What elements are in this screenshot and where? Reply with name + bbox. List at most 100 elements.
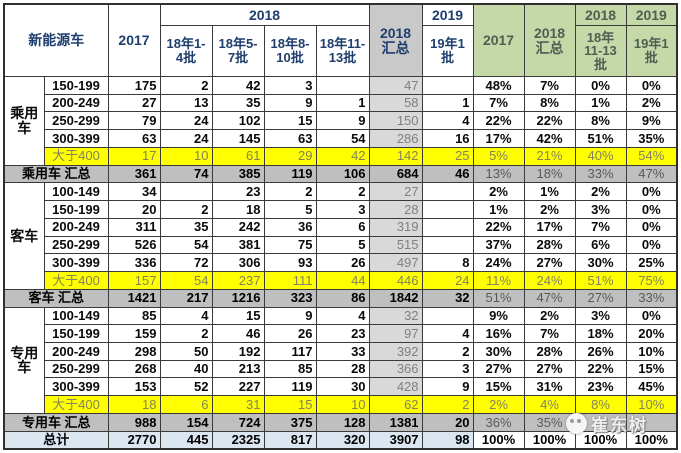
- value-cell: 119: [263, 377, 317, 397]
- range-label: 200-249: [43, 93, 109, 113]
- value-cell: 153: [107, 377, 161, 397]
- value-cell: 4: [159, 306, 213, 326]
- grand-total-cell: 3907: [368, 430, 423, 450]
- value-cell: 3: [315, 200, 370, 219]
- value-cell: 35: [159, 217, 213, 237]
- range-label: 大于400: [43, 271, 109, 290]
- value-cell: 31: [211, 395, 265, 414]
- summary-value-cell: 684: [368, 164, 423, 184]
- value-cell: 15: [263, 111, 317, 131]
- value-cell: 336: [107, 253, 161, 273]
- value-cell: 9%: [472, 306, 525, 326]
- value-cell: 7%: [523, 76, 576, 95]
- table-container: 新能源车 2017 2018 2018 汇总 2019 2017 2018 汇总…: [3, 3, 679, 450]
- value-cell: 27: [107, 93, 161, 113]
- header-batch-2: 18年5-7批: [211, 25, 265, 77]
- summary-value-cell: 1421: [107, 288, 161, 308]
- value-cell: 2%: [523, 200, 576, 219]
- table-row: 专用车 100-149 85 4 15 9 4 32 9% 2% 3% 0%: [3, 306, 678, 414]
- value-cell: 35%: [625, 129, 678, 148]
- value-cell: 2: [159, 324, 213, 344]
- grand-total-cell: 445: [159, 430, 213, 450]
- value-cell: 85: [263, 359, 317, 379]
- summary-value-cell: 154: [159, 412, 213, 432]
- value-cell: 24: [421, 271, 474, 290]
- value-cell: 15: [211, 306, 265, 326]
- table-row: 250-299 79 24 102 15 9 150 4 22% 22% 8% 9%: [4, 111, 678, 131]
- value-cell: 26%: [574, 342, 627, 361]
- value-cell: 2%: [472, 182, 525, 202]
- summary-row: 客车 汇总 1421 217 1216 323 86 1842 32 51% 47% 27% 33%: [3, 288, 678, 308]
- value-cell: 4: [315, 306, 370, 326]
- summary-value-cell: 27%: [574, 288, 627, 308]
- summary-value-cell: 375: [263, 412, 317, 432]
- value-cell: 22%: [472, 111, 525, 131]
- value-cell: 28: [368, 200, 423, 219]
- value-cell: 1: [315, 93, 370, 113]
- grand-total-cell: 320: [315, 430, 370, 450]
- value-cell: 111: [263, 271, 317, 290]
- summary-value-cell: 46: [421, 164, 474, 184]
- value-cell: [421, 200, 474, 219]
- table-row: 大于400 17 10 61 29 42 142 25 5% 21% 40% 54%: [4, 146, 678, 166]
- value-cell: 36: [263, 217, 317, 237]
- value-cell: 75%: [625, 271, 678, 290]
- value-cell: 0%: [625, 76, 678, 95]
- value-cell: 18: [107, 395, 161, 414]
- summary-value-cell: [625, 412, 678, 432]
- value-cell: 4: [421, 324, 474, 344]
- grand-total-cell: 2325: [211, 430, 265, 450]
- value-cell: 5: [315, 235, 370, 255]
- value-cell: 2: [421, 342, 474, 361]
- summary-value-cell: 119: [263, 164, 317, 184]
- value-cell: 85: [107, 306, 161, 326]
- value-cell: 4%: [523, 395, 576, 414]
- range-label: 250-299: [43, 111, 109, 131]
- header-2018-span: 2018: [159, 3, 370, 26]
- value-cell: 7%: [472, 93, 525, 113]
- value-cell: 72: [159, 253, 213, 273]
- value-cell: 10%: [625, 342, 678, 361]
- value-cell: 381: [211, 235, 265, 255]
- value-cell: 45%: [625, 377, 678, 397]
- header-pct-2018: 2018: [574, 3, 627, 26]
- value-cell: 62: [368, 395, 423, 414]
- value-cell: 50: [159, 342, 213, 361]
- value-cell: 17: [107, 146, 161, 166]
- range-label: 150-199: [43, 324, 109, 344]
- value-cell: 7%: [523, 324, 576, 344]
- summary-value-cell: [574, 412, 627, 432]
- value-cell: 4: [421, 111, 474, 131]
- value-cell: 306: [211, 253, 265, 273]
- table-row: 250-299 268 40 213 85 28 366 3 27% 27% 22% 15%: [4, 359, 678, 379]
- value-cell: 46: [211, 324, 265, 344]
- value-cell: 9: [421, 377, 474, 397]
- value-cell: 40: [159, 359, 213, 379]
- value-cell: 27: [368, 182, 423, 202]
- range-label: 100-149: [43, 182, 109, 202]
- range-label: 100-149: [43, 306, 109, 326]
- table-row: 300-399 153 52 227 119 30 428 9 15% 31% 23% 45%: [4, 377, 678, 397]
- value-cell: 26: [263, 324, 317, 344]
- value-cell: 8%: [574, 395, 627, 414]
- value-cell: 142: [368, 146, 423, 166]
- value-cell: 20%: [625, 324, 678, 344]
- value-cell: 16%: [472, 324, 525, 344]
- range-label: 大于400: [43, 146, 109, 166]
- group-label: 客车: [3, 182, 45, 290]
- value-cell: 8%: [574, 111, 627, 131]
- value-cell: 0%: [574, 76, 627, 95]
- header-batch-4: 18年11-13批: [315, 25, 370, 77]
- table-row: 150-199 159 2 46 26 23 97 4 16% 7% 18% 20%: [4, 324, 678, 344]
- value-cell: 26: [315, 253, 370, 273]
- header-2017: 2017: [107, 3, 161, 77]
- value-cell: 15%: [625, 359, 678, 379]
- summary-value-cell: 1381: [368, 412, 423, 432]
- table-row: 250-299 526 54 381 75 5 515 37% 28% 6% 0%: [4, 235, 678, 255]
- value-cell: 15: [263, 395, 317, 414]
- value-cell: 8: [421, 253, 474, 273]
- value-cell: 7%: [574, 217, 627, 237]
- value-cell: 23: [211, 182, 265, 202]
- value-cell: 30: [315, 377, 370, 397]
